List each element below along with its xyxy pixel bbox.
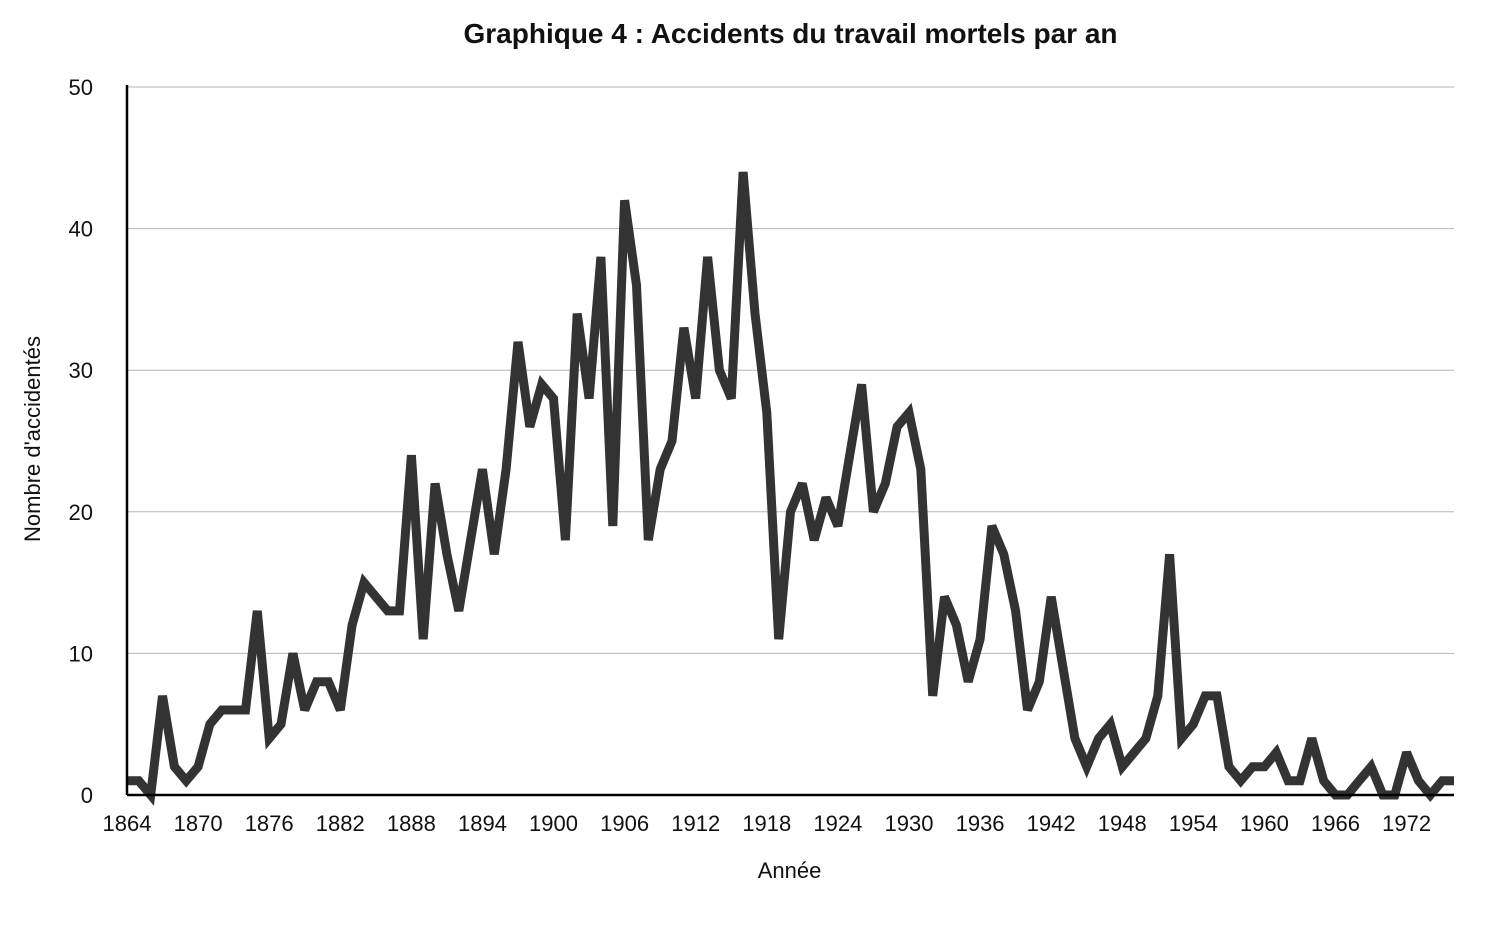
chart-title: Graphique 4 : Accidents du travail morte…	[463, 18, 1118, 49]
x-tick-label: 1954	[1169, 811, 1218, 836]
x-tick-label: 1870	[174, 811, 223, 836]
x-tick-label: 1864	[103, 811, 152, 836]
x-axis-title: Année	[758, 858, 822, 883]
y-tick-label: 50	[69, 75, 93, 100]
gridlines	[127, 86, 1454, 654]
x-tick-label: 1942	[1027, 811, 1076, 836]
y-tick-label: 40	[69, 217, 93, 242]
x-tick-label: 1966	[1311, 811, 1360, 836]
x-tick-label: 1930	[885, 811, 934, 836]
x-tick-label: 1972	[1382, 811, 1431, 836]
x-tick-label: 1936	[956, 811, 1005, 836]
x-tick-label: 1894	[458, 811, 507, 836]
y-tick-label: 30	[69, 358, 93, 383]
y-tick-label: 20	[69, 500, 93, 525]
x-tick-label: 1912	[671, 811, 720, 836]
x-tick-label: 1960	[1240, 811, 1289, 836]
x-tick-label: 1888	[387, 811, 436, 836]
x-tick-label: 1882	[316, 811, 365, 836]
x-tick-labels: 1864 1870 1876 1882 1888 1894 1900 1906 1912 1918…	[103, 811, 1432, 836]
y-axis-title: Nombre d'accidentés	[20, 336, 45, 542]
y-tick-labels: 0 10 20 30 40 50	[69, 75, 93, 808]
series-layer	[127, 171, 1454, 806]
x-tick-label: 1948	[1098, 811, 1147, 836]
x-tick-label: 1900	[529, 811, 578, 836]
y-tick-label: 10	[69, 641, 93, 666]
x-tick-label: 1918	[742, 811, 791, 836]
x-tick-label: 1924	[813, 811, 862, 836]
y-tick-label: 0	[81, 783, 93, 808]
series-line-0	[127, 171, 1454, 806]
x-tick-label: 1876	[245, 811, 294, 836]
x-tick-label: 1906	[600, 811, 649, 836]
